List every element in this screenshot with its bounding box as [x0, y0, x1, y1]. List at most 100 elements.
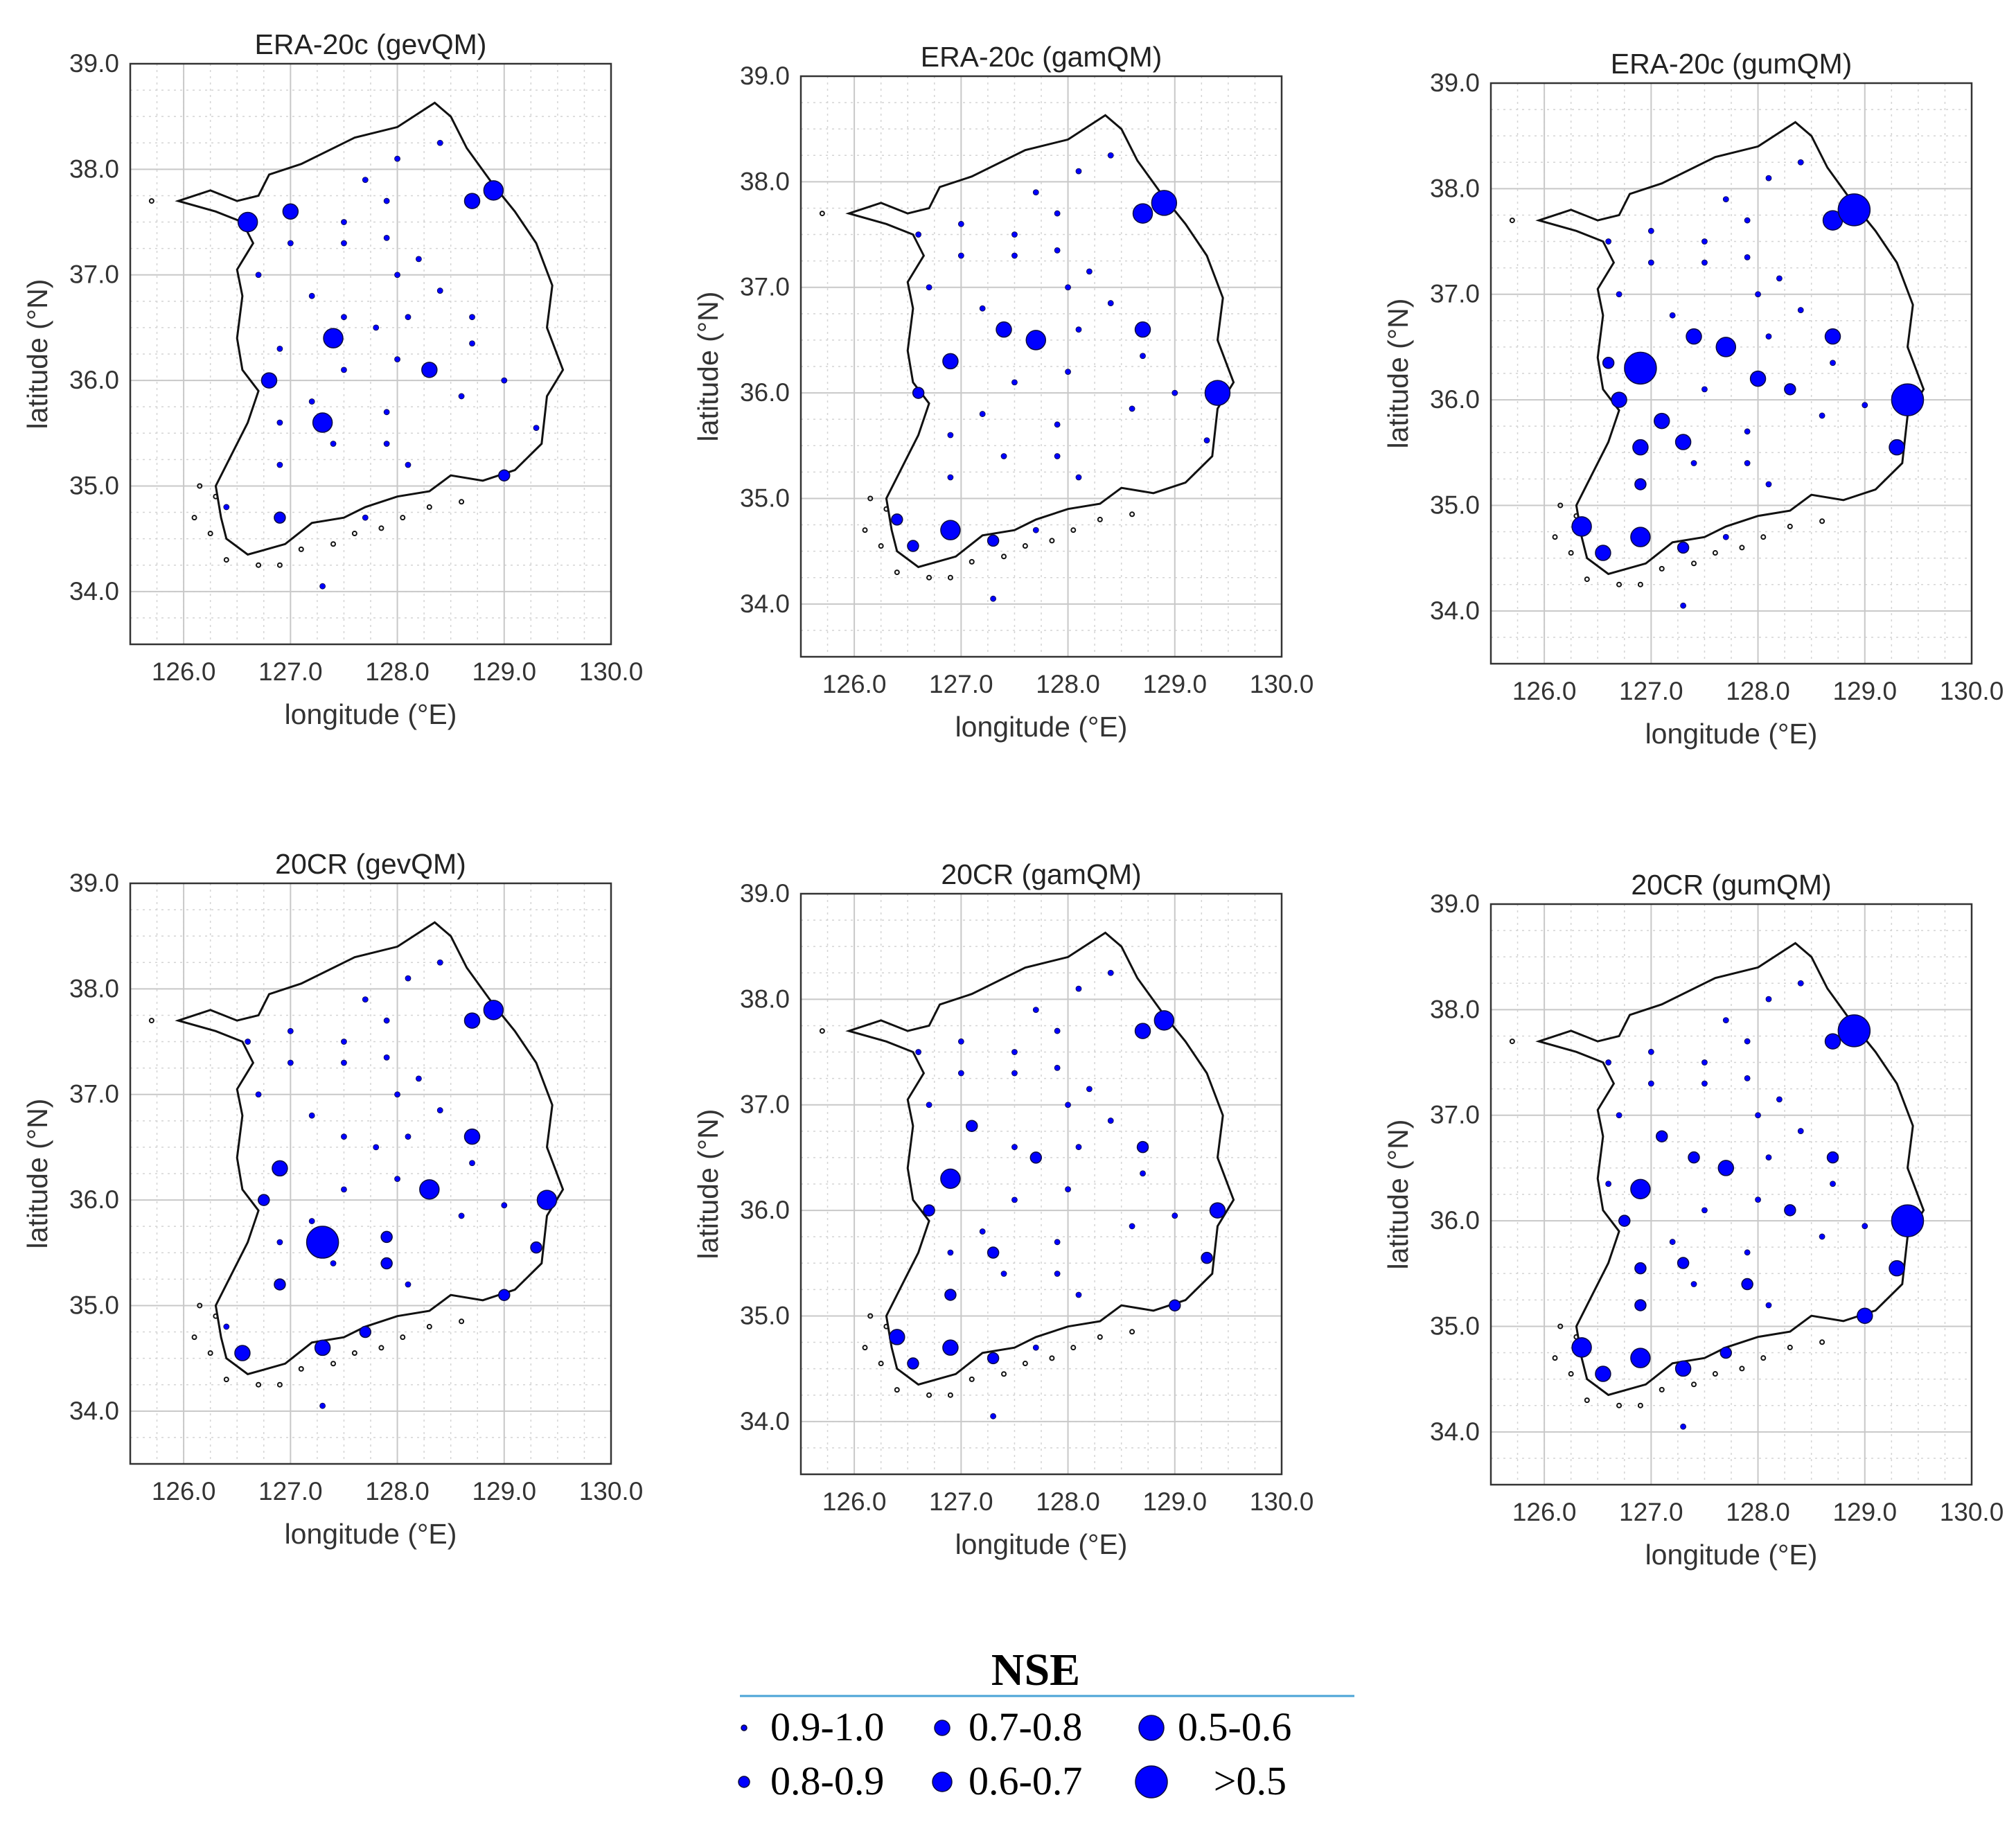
y-tick-label: 38.0 [69, 154, 119, 183]
station-point [948, 432, 953, 438]
station-point [224, 1324, 229, 1329]
station-point [1862, 1223, 1868, 1229]
station-point [307, 1226, 339, 1258]
station-point [384, 235, 389, 240]
station-point [1033, 1345, 1038, 1350]
station-point [395, 1176, 400, 1182]
station-point [320, 1403, 326, 1408]
x-tick-label: 130.0 [1250, 670, 1314, 698]
station-point [405, 315, 411, 320]
station-point [459, 394, 464, 399]
island-outline [1002, 554, 1006, 558]
legend-label: 0.9-1.0 [770, 1704, 884, 1749]
station-point [274, 512, 285, 523]
station-point [958, 1070, 964, 1076]
station-point [465, 1013, 480, 1028]
x-tick-label: 128.0 [365, 1477, 430, 1505]
station-point [1631, 527, 1650, 547]
y-tick-label: 36.0 [69, 366, 119, 394]
station-point [1891, 384, 1923, 416]
island-outline [1692, 1382, 1696, 1386]
station-point [908, 1358, 919, 1369]
station-point [1716, 337, 1735, 357]
station-point [1691, 461, 1697, 466]
station-point [916, 1050, 921, 1055]
station-point [238, 213, 258, 232]
station-point [1857, 1308, 1873, 1323]
y-tick-label: 37.0 [69, 260, 119, 289]
island-outline [884, 507, 888, 511]
station-point [1172, 1213, 1178, 1219]
station-point [991, 596, 996, 601]
station-point [309, 1113, 315, 1118]
station-point [1756, 1113, 1761, 1118]
y-axis-label: latitude (°N) [21, 279, 53, 430]
station-point [341, 367, 346, 373]
station-point [1611, 392, 1627, 407]
island-outline [1638, 1404, 1643, 1408]
island-outline [278, 563, 282, 567]
station-point [288, 1060, 293, 1066]
legend-marker [739, 1776, 750, 1787]
station-point [1648, 1081, 1654, 1086]
station-point [341, 1134, 346, 1140]
station-point [502, 1203, 507, 1208]
station-point [437, 288, 443, 294]
station-point [1572, 517, 1591, 536]
station-point [1011, 1070, 1017, 1076]
y-tick-label: 38.0 [1430, 174, 1480, 202]
station-point [1670, 1239, 1675, 1245]
station-point [945, 1289, 956, 1300]
x-tick-label: 130.0 [1250, 1487, 1314, 1516]
station-point [966, 1120, 978, 1131]
station-point [416, 256, 421, 262]
legend-label: 0.5-0.6 [1178, 1704, 1291, 1749]
island-outline [1788, 524, 1792, 529]
island-outline [1713, 1372, 1717, 1376]
island-outline [820, 211, 824, 215]
island-outline [379, 1345, 383, 1350]
panel-title: 20CR (gamQM) [941, 858, 1141, 890]
station-point [926, 1102, 932, 1108]
station-point [1108, 1118, 1113, 1124]
station-point [288, 240, 293, 246]
y-tick-label: 35.0 [740, 1301, 790, 1329]
panel-title: ERA-20c (gevQM) [255, 28, 487, 60]
station-point [533, 425, 539, 431]
y-tick-label: 34.0 [1430, 597, 1480, 625]
station-point [1691, 1282, 1697, 1287]
station-point [1635, 1263, 1646, 1274]
station-point [892, 514, 903, 525]
station-point [1776, 1097, 1782, 1102]
island-outline [224, 1377, 229, 1381]
station-point [1635, 1300, 1646, 1311]
station-point [1766, 175, 1771, 181]
station-point [1054, 1271, 1060, 1277]
y-axis-label: latitude (°N) [692, 1109, 724, 1260]
island-outline [1071, 528, 1075, 532]
station-point [1756, 1197, 1761, 1203]
y-tick-label: 34.0 [1430, 1417, 1480, 1446]
x-tick-label: 130.0 [1940, 677, 2004, 705]
island-outline [1098, 518, 1102, 522]
station-point [1129, 406, 1135, 412]
station-point [416, 1076, 421, 1081]
island-outline [879, 1361, 883, 1366]
x-axis-label: longitude (°E) [285, 1518, 457, 1550]
map-panel-4: 126.0 127.0 128.0 129.0 130.034.035.036.037.… [21, 848, 643, 1550]
island-outline [1740, 545, 1744, 549]
island-outline [863, 1345, 867, 1350]
map-panel-3: 126.0 127.0 128.0 129.0 130.034.035.036.037.… [1382, 48, 2004, 750]
island-outline [1553, 535, 1557, 539]
y-tick-label: 36.0 [740, 1196, 790, 1224]
station-point [1828, 1152, 1839, 1163]
station-point [1138, 1142, 1149, 1153]
station-point [1676, 1361, 1691, 1376]
x-axis-label: longitude (°E) [1645, 1539, 1818, 1571]
x-axis-label: longitude (°E) [1645, 718, 1818, 750]
station-point [1595, 545, 1611, 560]
station-point [943, 1340, 958, 1355]
y-tick-label: 34.0 [69, 577, 119, 606]
station-point [1054, 211, 1060, 216]
station-point [1676, 434, 1691, 450]
